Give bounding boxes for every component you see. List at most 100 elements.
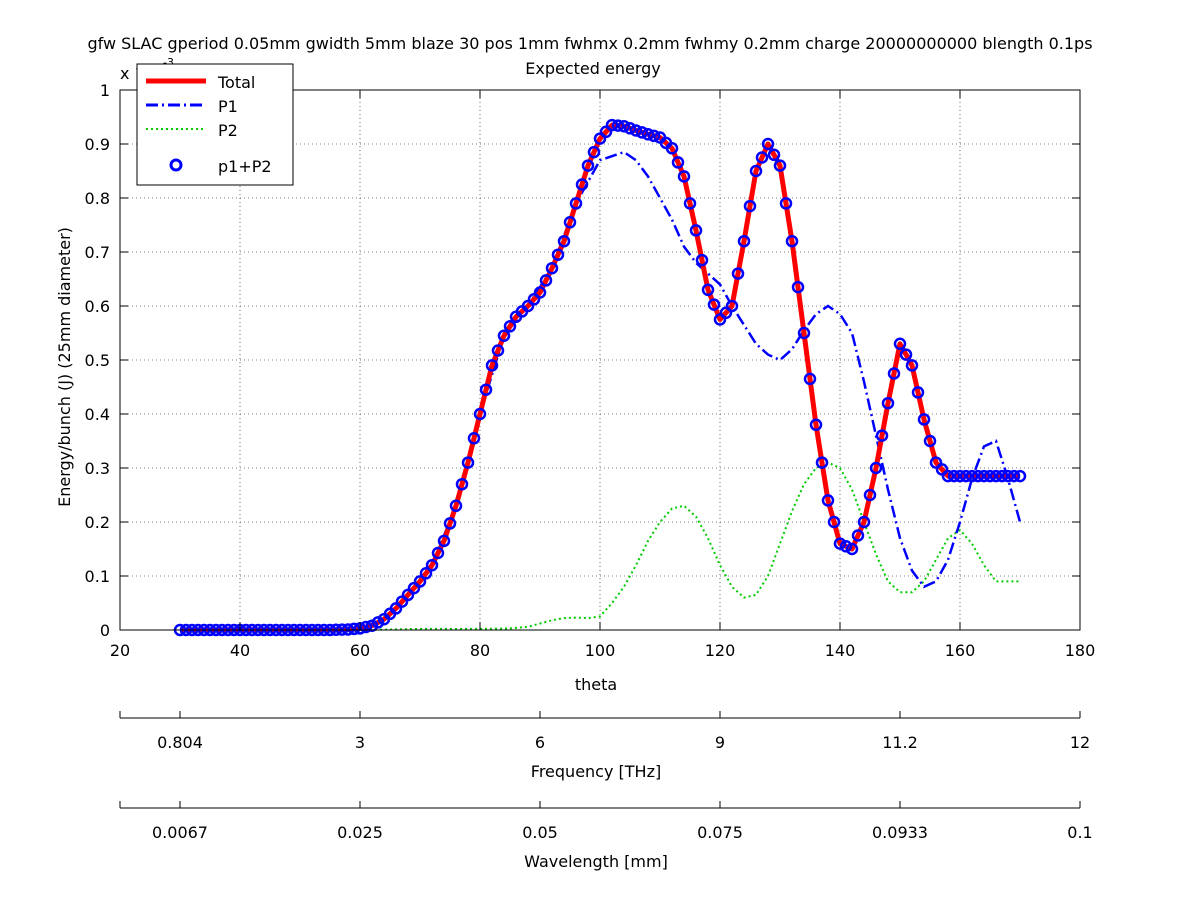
data-point-p1p2	[851, 529, 865, 542]
data-point-p1p2	[485, 359, 499, 372]
x-tick-label: 100	[585, 641, 616, 660]
data-point-p1p2	[533, 286, 547, 299]
data-point-p1p2	[821, 494, 835, 507]
data-point-p1p2	[479, 383, 493, 396]
data-point-p1p2	[683, 197, 697, 210]
x-tick-label: 120	[705, 641, 736, 660]
data-point-p1p2	[995, 469, 1009, 483]
frequency-tick-label: 6	[535, 733, 545, 752]
data-point-p1p2	[737, 234, 751, 248]
data-point-p1p2	[629, 124, 643, 137]
y-tick-label: 0.1	[85, 567, 110, 586]
data-point-p1p2	[605, 118, 619, 132]
data-point-p1p2	[953, 469, 967, 483]
y-tick-label: 0.8	[85, 189, 110, 208]
x-tick-label: 60	[350, 641, 370, 660]
data-point-p1p2	[941, 469, 955, 483]
y-tick-label: 0.9	[85, 135, 110, 154]
data-point-p1p2	[977, 469, 991, 483]
data-point-p1p2	[761, 137, 775, 151]
data-point-p1p2	[983, 469, 997, 483]
y-tick-label: 0.5	[85, 351, 110, 370]
data-point-p1p2	[863, 488, 877, 502]
x-tick-label: 80	[470, 641, 490, 660]
data-point-p1p2	[779, 197, 793, 210]
y-tick-label: 0.3	[85, 459, 110, 478]
data-point-p1p2	[677, 170, 691, 183]
data-point-p1p2	[413, 575, 427, 588]
data-point-p1p2	[893, 337, 907, 351]
data-point-p1p2	[785, 234, 799, 248]
wavelength-axis-label: Wavelength [mm]	[524, 852, 668, 871]
chart-subtitle: Expected energy	[525, 59, 660, 78]
wavelength-tick-label: 0.0933	[872, 823, 928, 842]
data-point-p1p2	[641, 128, 655, 141]
data-point-p1p2	[347, 622, 361, 636]
y-tick-label: 0.2	[85, 513, 110, 532]
x-axis-label: theta	[575, 675, 617, 694]
data-point-p1p2	[611, 119, 625, 132]
data-point-p1p2	[491, 344, 505, 357]
data-point-p1p2	[461, 456, 475, 469]
data-point-p1p2	[437, 534, 451, 548]
y-tick-label: 0.6	[85, 297, 110, 316]
legend-label-p1: P1	[218, 97, 238, 116]
data-point-p1p2	[965, 469, 979, 483]
data-point-p1p2	[551, 248, 565, 261]
data-point-p1p2	[695, 253, 709, 267]
y-tick-label: 0	[100, 621, 110, 640]
wavelength-tick-label: 0.025	[337, 823, 383, 842]
data-point-p1p2	[707, 298, 721, 311]
data-point-p1p2	[887, 367, 901, 380]
data-point-p1p2	[839, 540, 853, 553]
data-point-p1p2	[425, 558, 439, 572]
chart-title: gfw SLAC gperiod 0.05mm gwidth 5mm blaze…	[87, 34, 1092, 53]
data-point-p1p2	[881, 396, 895, 410]
data-point-p1p2	[815, 456, 829, 469]
axes: 20 40 60 80 100 120 140 160 180 0 0.1 0.2 0.3 0.4 0.5 0…	[85, 81, 1096, 842]
legend: Total P1 P2 p1+P2	[136, 63, 294, 186]
data-point-p1p2	[527, 293, 541, 306]
data-point-p1p2	[569, 197, 583, 210]
frequency-tick-label: 12	[1070, 733, 1090, 752]
data-point-p1p2	[959, 469, 973, 483]
data-point-p1p2	[503, 320, 517, 333]
frequency-tick-label: 9	[715, 733, 725, 752]
data-point-p1p2	[557, 234, 571, 248]
y-tick-label: 1	[100, 81, 110, 100]
data-point-p1p2	[623, 122, 637, 135]
data-point-p1p2	[833, 537, 847, 550]
y-exponent: -3	[163, 56, 174, 69]
data-point-p1p2	[857, 515, 871, 529]
data-point-p1p2	[917, 413, 931, 426]
data-point-p1p2	[593, 132, 607, 145]
wavelength-tick-label: 0.0067	[152, 823, 208, 842]
data-point-p1p2	[749, 164, 763, 178]
data-point-p1p2	[899, 348, 913, 361]
data-point-p1p2	[767, 148, 781, 162]
data-point-p1p2	[1013, 469, 1027, 483]
legend-label-p1p2: p1+P2	[218, 157, 272, 176]
data-point-p1p2	[845, 542, 859, 556]
data-point-p1p2	[617, 119, 631, 133]
data-point-p1p2	[443, 517, 457, 530]
frequency-axis-label: Frequency [THz]	[531, 762, 661, 781]
data-point-p1p2	[671, 156, 685, 169]
legend-label-p2: P2	[218, 121, 238, 140]
data-point-p1p2	[989, 469, 1003, 483]
data-point-p1p2	[1001, 469, 1015, 483]
data-point-p1p2	[389, 602, 403, 615]
data-point-p1p2	[587, 145, 601, 159]
y-tick-label: 0.7	[85, 243, 110, 262]
data-point-p1p2	[731, 267, 745, 280]
data-point-p1p2	[911, 386, 925, 399]
frequency-tick-label: 3	[355, 733, 365, 752]
x-tick-label: 140	[825, 641, 856, 660]
data-point-p1p2	[419, 567, 433, 580]
data-point-p1p2	[905, 359, 919, 372]
data-point-p1p2	[923, 434, 937, 448]
x-tick-label: 40	[230, 641, 250, 660]
data-point-p1p2	[791, 280, 805, 294]
data-point-p1p2	[563, 216, 577, 229]
data-point-p1p2	[665, 142, 679, 155]
